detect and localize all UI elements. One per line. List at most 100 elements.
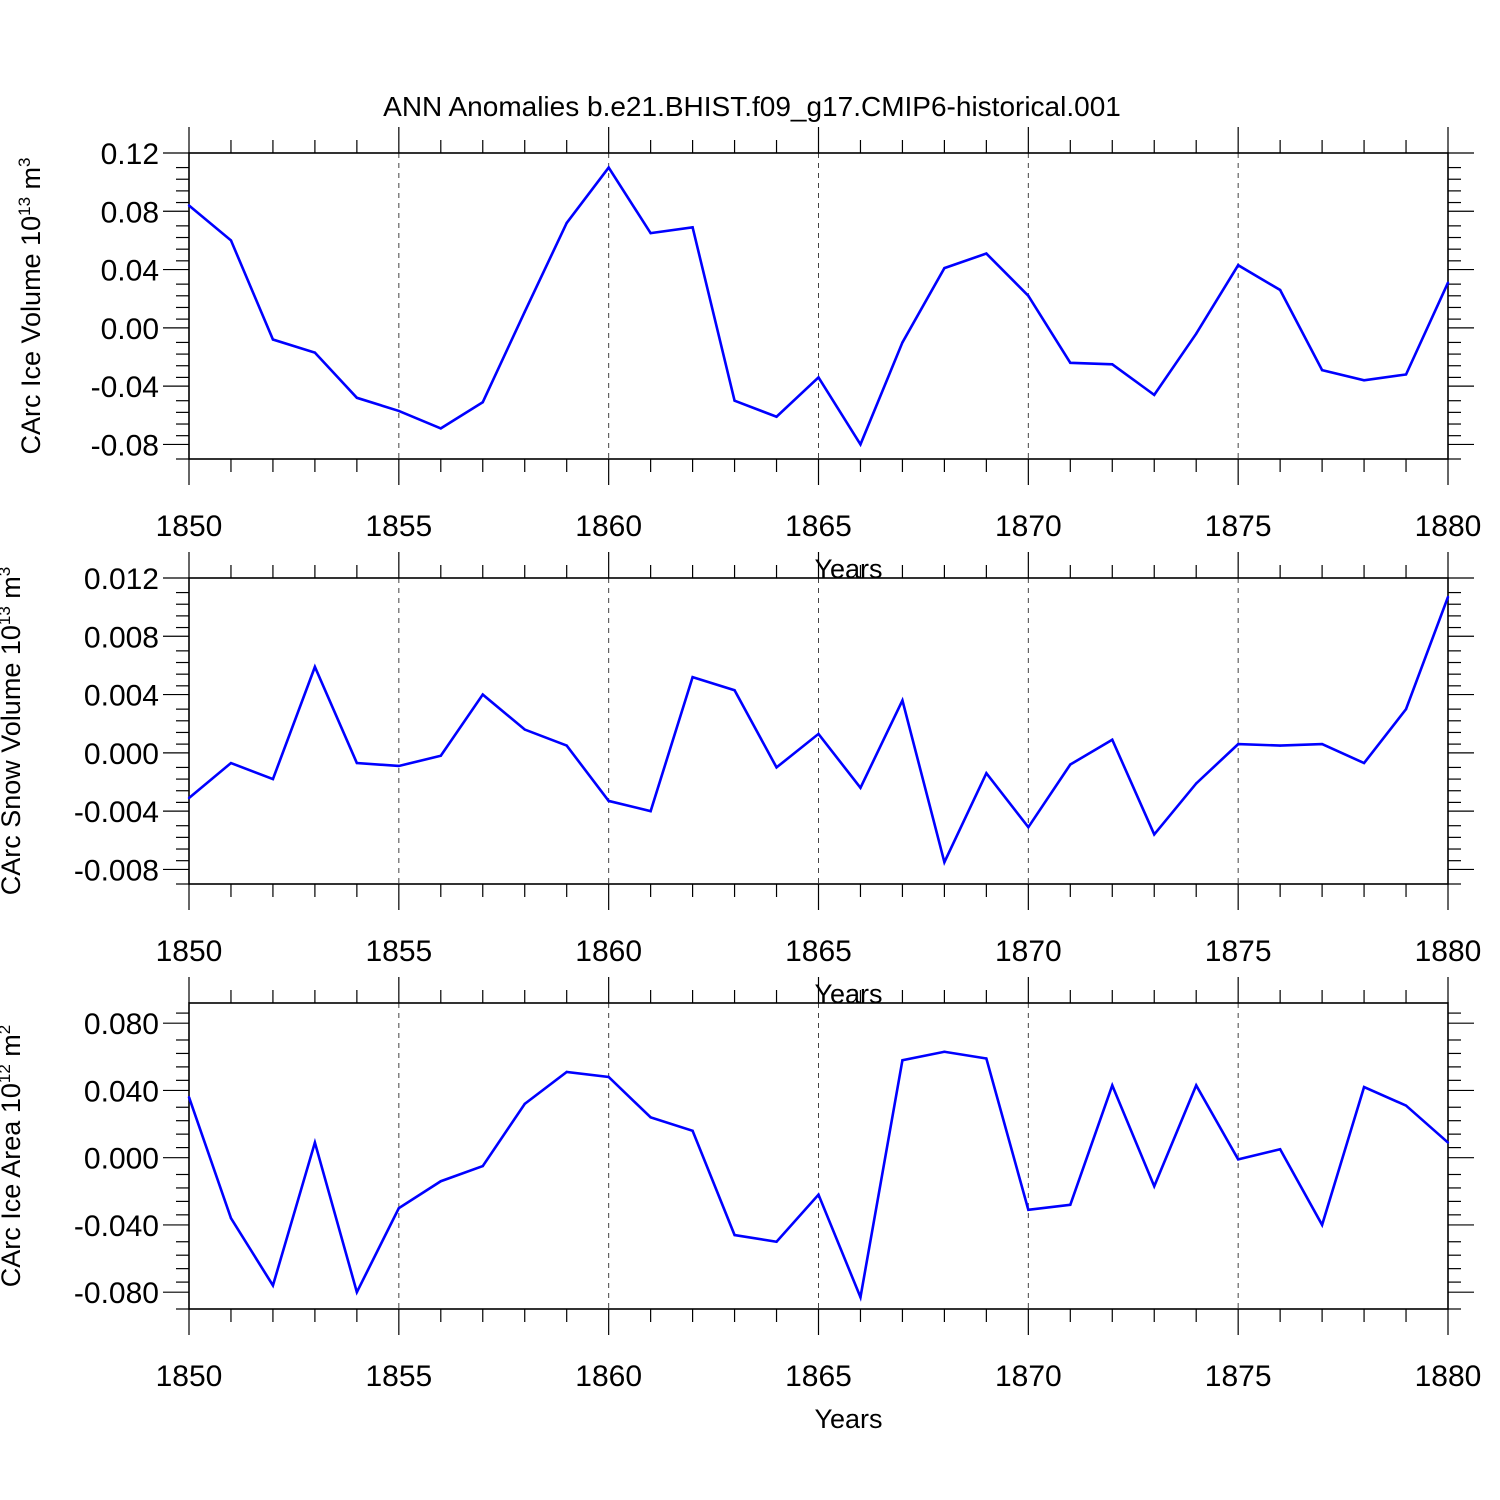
data-point [691,675,694,679]
x-tick-label: 1875 [1205,510,1272,543]
data-point [607,166,610,169]
data-point [271,338,275,341]
data-point [1404,373,1408,376]
data-point [187,1095,191,1099]
data-point [817,1193,820,1196]
data-point [691,1129,694,1132]
y-tick-label: 0.08 [101,196,159,229]
x-tick-label: 1875 [1205,1360,1272,1393]
data-point [1111,1084,1114,1087]
data-point [565,221,568,225]
y-tick-label: 0.012 [84,563,159,596]
data-point [523,310,526,314]
data-point [1195,782,1198,785]
data-point [985,772,988,775]
data-point [733,399,736,402]
y-tick-label: 0.004 [84,680,159,713]
y-tick-label: -0.080 [74,1277,159,1310]
data-point [1111,738,1114,741]
data-point [1153,833,1156,836]
data-point [1027,825,1030,829]
data-point [1320,742,1324,746]
data-point [271,1284,275,1287]
data-point [1320,368,1324,372]
x-tick-label: 1860 [575,1360,642,1393]
y-tick-label: -0.008 [74,854,159,887]
data-point [313,665,317,669]
data-point [355,761,359,765]
data-point [733,1233,736,1237]
data-point [1278,744,1282,747]
data-point [649,231,652,235]
y-tick-label: -0.04 [91,371,159,404]
data-point [439,754,442,757]
data-point [817,376,820,379]
data-point [817,732,820,736]
data-point [1446,1141,1450,1144]
x-tick-label: 1860 [575,935,642,968]
data-point [1153,1185,1156,1188]
data-point [1278,1148,1282,1151]
data-point [439,427,442,430]
panels-group: 1850 1855 1860 1865 1870 1875 1880 -0.08 -0.04 0.… [0,127,1481,1434]
data-point [187,204,191,207]
panel-2: 1850 1855 1860 1865 1870 1875 1880 -0.008 -0.004… [0,552,1481,1009]
data-point [943,860,946,864]
x-tick-label: 1880 [1415,935,1482,968]
x-tick-label: 1865 [785,510,852,543]
data-point [397,764,401,768]
data-point [985,252,988,255]
figure-title: ANN Anomalies b.e21.BHIST.f09_g17.CMIP6-… [383,91,1121,122]
data-point [691,226,694,229]
data-point [355,396,359,399]
x-axis-label: Years [814,554,882,584]
data-point [397,1206,401,1210]
data-point [985,1057,988,1060]
data-point [1236,742,1240,746]
data-point [1236,264,1240,267]
data-point [481,1164,484,1168]
data-point [523,728,526,731]
y-tick-label: 0.04 [101,255,159,288]
data-point [1446,595,1450,599]
x-tick-label: 1870 [995,1360,1062,1393]
y-tick-label: -0.040 [74,1210,159,1243]
data-point [943,266,946,270]
x-tick-label: 1855 [365,510,432,543]
data-point [229,1217,233,1220]
data-point [229,239,233,242]
data-point [1195,1084,1198,1087]
data-point [1320,1223,1324,1227]
data-point [1362,761,1366,765]
data-point [439,1180,442,1183]
y-tick-label: 0.000 [84,738,159,771]
x-tick-label: 1865 [785,1360,852,1393]
x-tick-label: 1880 [1415,510,1482,543]
data-point [607,799,610,803]
data-point [1446,281,1450,284]
x-tick-label: 1850 [156,935,223,968]
y-tick-label: 0.080 [84,1008,159,1041]
x-tick-label: 1865 [785,935,852,968]
data-point [649,809,652,813]
data-point [901,1058,904,1062]
data-point [1195,332,1198,335]
data-point [1236,1158,1240,1161]
data-point [481,400,484,404]
y-axis-label: CArc Ice Area 1012 m2 [0,1025,26,1288]
y-tick-label: 0.00 [101,313,159,346]
data-point [775,1240,778,1243]
y-axis-label: CArc Ice Volume 1013 m3 [15,157,46,454]
data-point [481,693,484,696]
data-point [1069,361,1072,365]
data-point [1111,363,1114,366]
data-point [1027,294,1030,297]
data-point [859,786,862,790]
data-point [397,409,401,413]
x-tick-label: 1855 [365,935,432,968]
data-point [859,1296,862,1299]
x-tick-label: 1855 [365,1360,432,1393]
data-point [901,341,904,344]
data-point [1069,1203,1072,1206]
